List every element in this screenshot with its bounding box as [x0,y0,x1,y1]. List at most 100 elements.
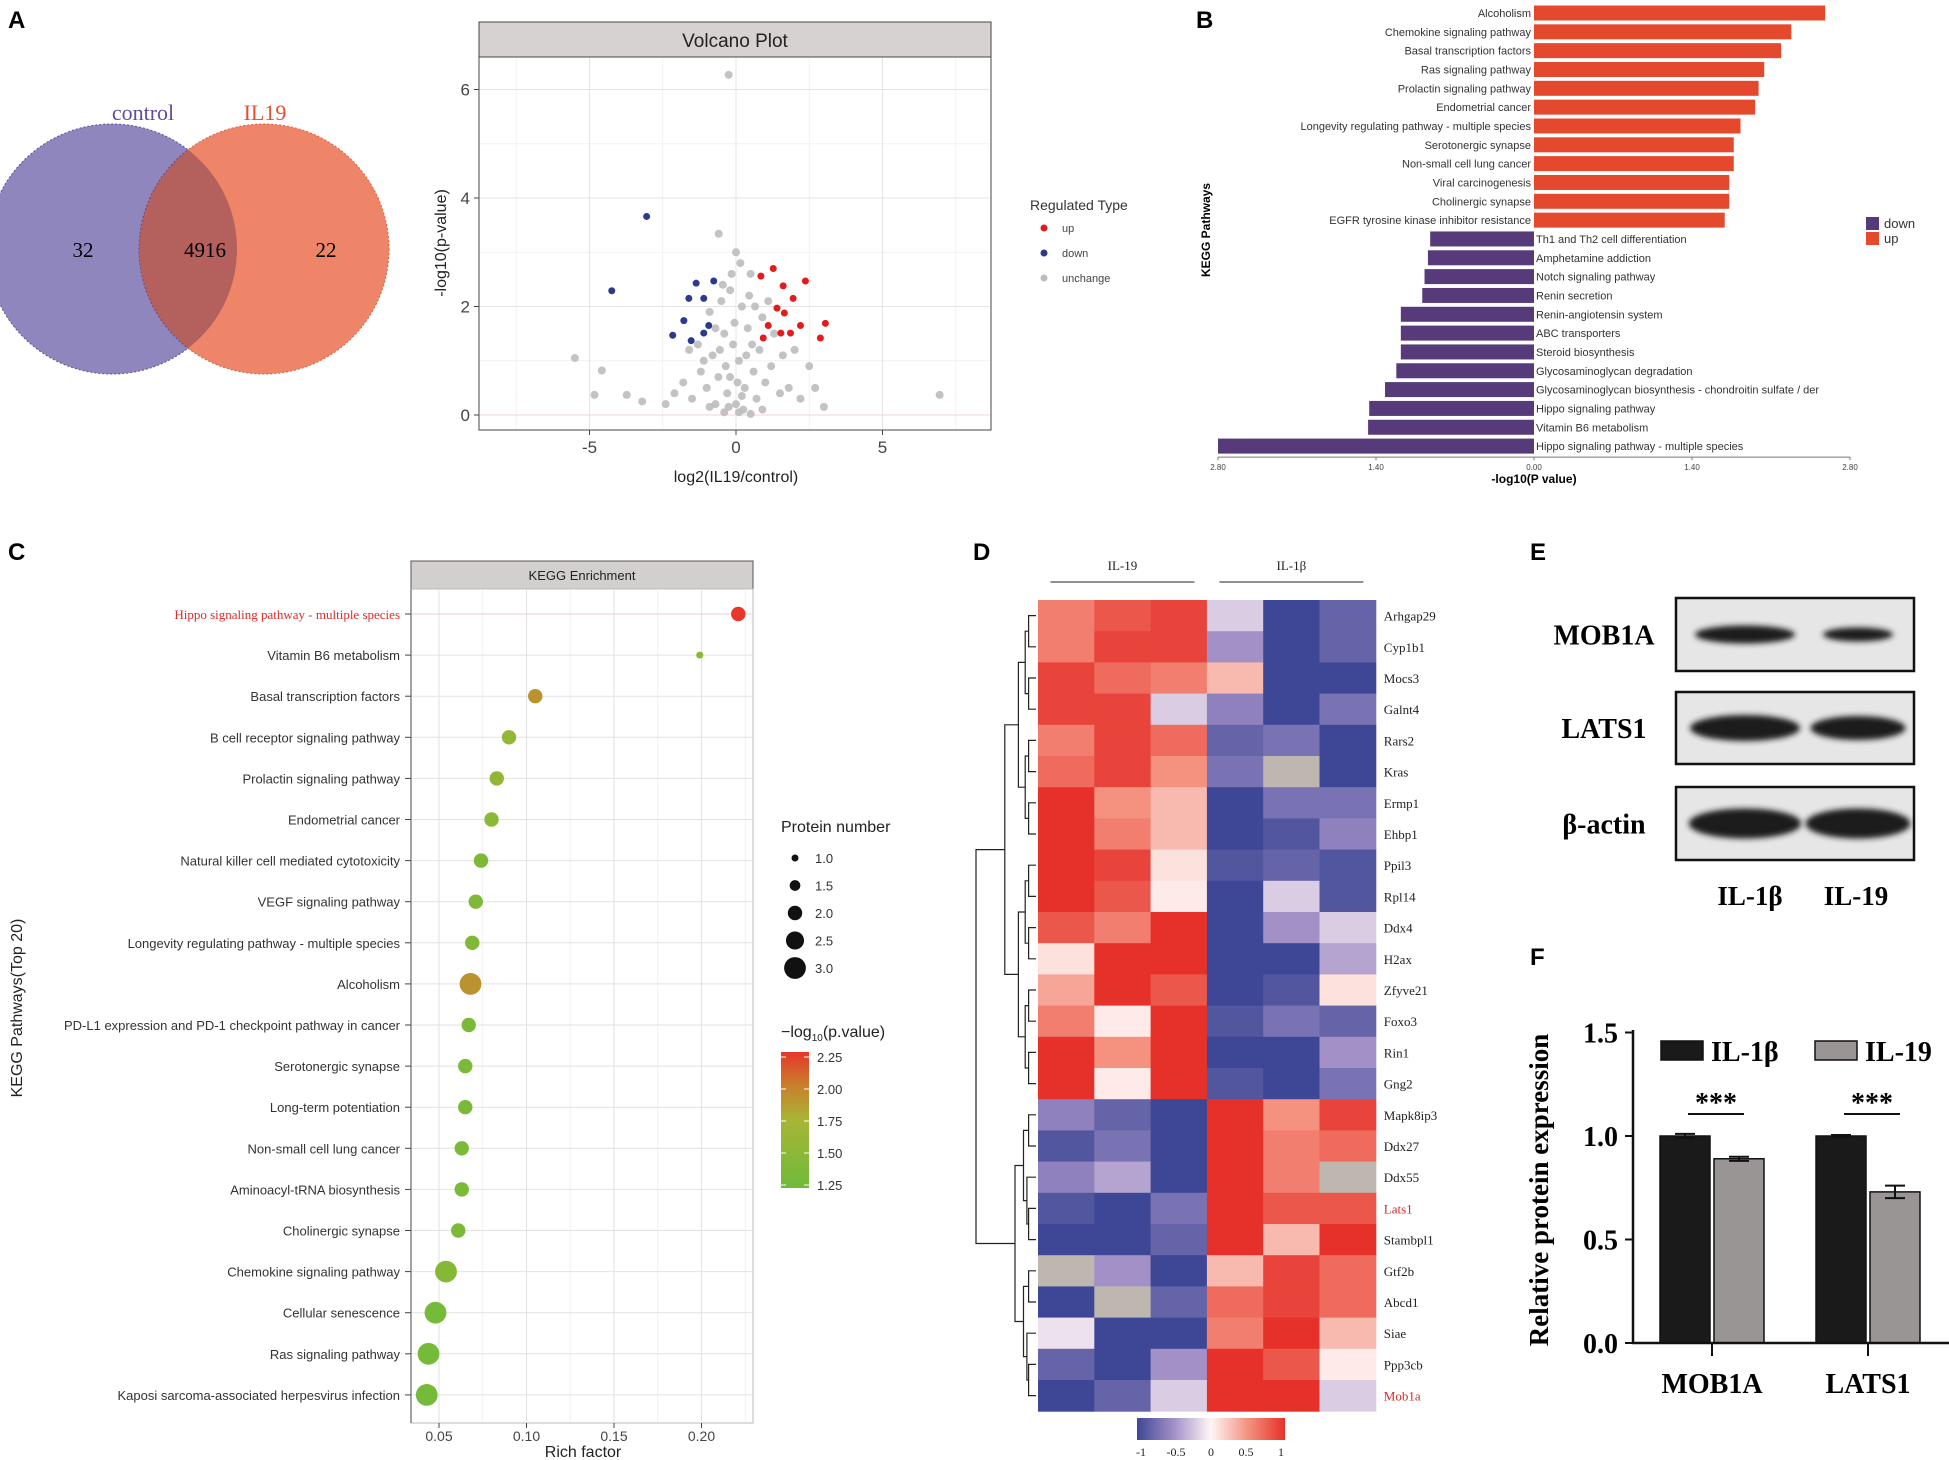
heatmap-cell [1263,974,1320,1007]
volcano-point-unchange [784,383,793,392]
bar-label: Cholinergic synapse [1432,196,1531,208]
heatmap-cell [1038,693,1095,726]
heatmap-cell [1206,1317,1264,1350]
heatmap-cell [1263,1380,1320,1412]
heatmap-cell [1150,1255,1208,1287]
heatmap-row-label: Gng2 [1384,1077,1413,1092]
colorbar-tick-label: -0.5 [1167,1445,1186,1459]
heatmap-cell [1263,600,1320,632]
pathway-label: Endometrial cancer [288,813,401,828]
heatmap-row-label: Mapk8ip3 [1384,1108,1437,1123]
heatmap-row-label: Arhgap29 [1384,609,1436,624]
volcano-point-up [801,277,809,285]
y-axis-label: -log10(p-value) [433,189,450,297]
bubble-point [473,853,489,868]
category-label: MOB1A [1661,1369,1763,1400]
bar-up [1534,174,1730,190]
venn-count-control-only: 32 [73,238,94,262]
x-axis-label: -log10(P value) [1491,472,1576,486]
bar-up [1534,193,1730,209]
heatmap-cell [1094,693,1152,726]
volcano-point-unchange [724,402,733,411]
bubble-point [501,730,517,745]
color-legend-label: 1.50 [817,1146,842,1161]
color-legend-title-sub: 10 [812,1033,824,1044]
heatmap-cell [1263,1099,1320,1131]
volcano-point-down [700,294,708,302]
bar-label: Glycosaminoglycan degradation [1536,366,1693,378]
heatmap-cell [1150,1099,1208,1131]
heatmap-cell [1263,1255,1320,1287]
panel-label-b: B [1196,7,1213,34]
heatmap-cell [1206,1161,1264,1194]
heatmap-cell [1206,849,1264,882]
heatmap-row-label: Ddx55 [1384,1170,1419,1185]
volcano-point-down [680,317,688,325]
volcano-point-down [710,277,718,285]
heatmap-row-label: Ddx27 [1384,1139,1420,1154]
dendrogram-branch [975,849,1015,1245]
panel-label-f: F [1530,944,1545,971]
heatmap-cell [1150,1068,1208,1100]
heatmap-cell [1263,1005,1320,1038]
volcano-point-unchange [727,269,736,278]
heatmap-row-label: Ppp3cb [1384,1357,1423,1372]
volcano-point-unchange [805,362,814,371]
heatmap-cell [1150,974,1208,1007]
heatmap-cell [1038,756,1095,788]
bar-label: Renin secretion [1536,290,1612,302]
heatmap-cell [1263,662,1320,695]
volcano-point-down [643,212,651,220]
volcano-point-unchange [661,400,670,409]
heatmap-cell [1263,1068,1320,1100]
protein-expression-bar-chart: 0.0 0.5 1.0 1.5 MOB1A *** LATS1 *** IL-1β IL-19 Re… [1524,1019,1949,1400]
volcano-point-unchange [714,373,723,382]
size-legend-label: 2.0 [815,906,833,921]
heatmap-cell [1263,1317,1320,1350]
volcano-point-unchange [724,70,733,79]
heatmap-cell [1319,880,1377,913]
volcano-point-unchange [746,409,755,418]
heatmap-cell [1150,693,1208,726]
heatmap-cell [1038,943,1095,975]
significance-stars: *** [1695,1088,1737,1119]
legend-label: down [1062,248,1088,260]
volcano-point-up [757,272,765,280]
volcano-point-up [789,294,797,302]
bubble-point [424,1301,447,1324]
bar-label: Serotonergic synapse [1425,140,1531,152]
color-legend-label: 2.00 [817,1082,842,1097]
heatmap-cell [1094,1348,1152,1381]
heatmap-cell [1150,1224,1208,1256]
heatmap-cell [1094,818,1152,851]
pathway-label: PD-L1 expression and PD-1 checkpoint pat… [64,1018,401,1033]
heatmap-cell [1263,724,1320,757]
heatmap-cell [1206,631,1264,663]
heatmap-cell [1263,880,1320,913]
heatmap-cell [1038,1255,1095,1287]
heatmap-cell [1038,600,1095,632]
bubble-point [461,1017,476,1033]
heatmap-group-label: IL-19 [1108,558,1138,573]
blot-band [1805,808,1911,839]
x-tick-label: 0.15 [600,1428,627,1444]
y-tick-label: 0 [461,406,470,425]
heatmap-cell [1263,1130,1320,1163]
bar-label: Viral carcinogenesis [1433,177,1532,189]
heatmap-cell [1263,756,1320,788]
pathway-label: B cell receptor signaling pathway [210,730,401,745]
y-axis-label: Relative protein expression [1524,1034,1554,1346]
heatmap-cell [1094,600,1152,632]
volcano-point-unchange [736,259,745,268]
heatmap-cell [1319,787,1377,819]
heatmap-row-label: Stambpl1 [1384,1233,1434,1248]
legend-label: IL-1β [1711,1037,1779,1068]
volcano-point-unchange [758,405,767,414]
heatmap-group-label: IL-1β [1276,558,1306,573]
heatmap-cell [1150,1286,1208,1319]
volcano-point-unchange [726,373,735,382]
heatmap-cell [1206,1036,1264,1069]
volcano-point-unchange [696,367,705,376]
size-legend-label: 1.5 [815,879,833,894]
category-label: LATS1 [1825,1369,1910,1400]
